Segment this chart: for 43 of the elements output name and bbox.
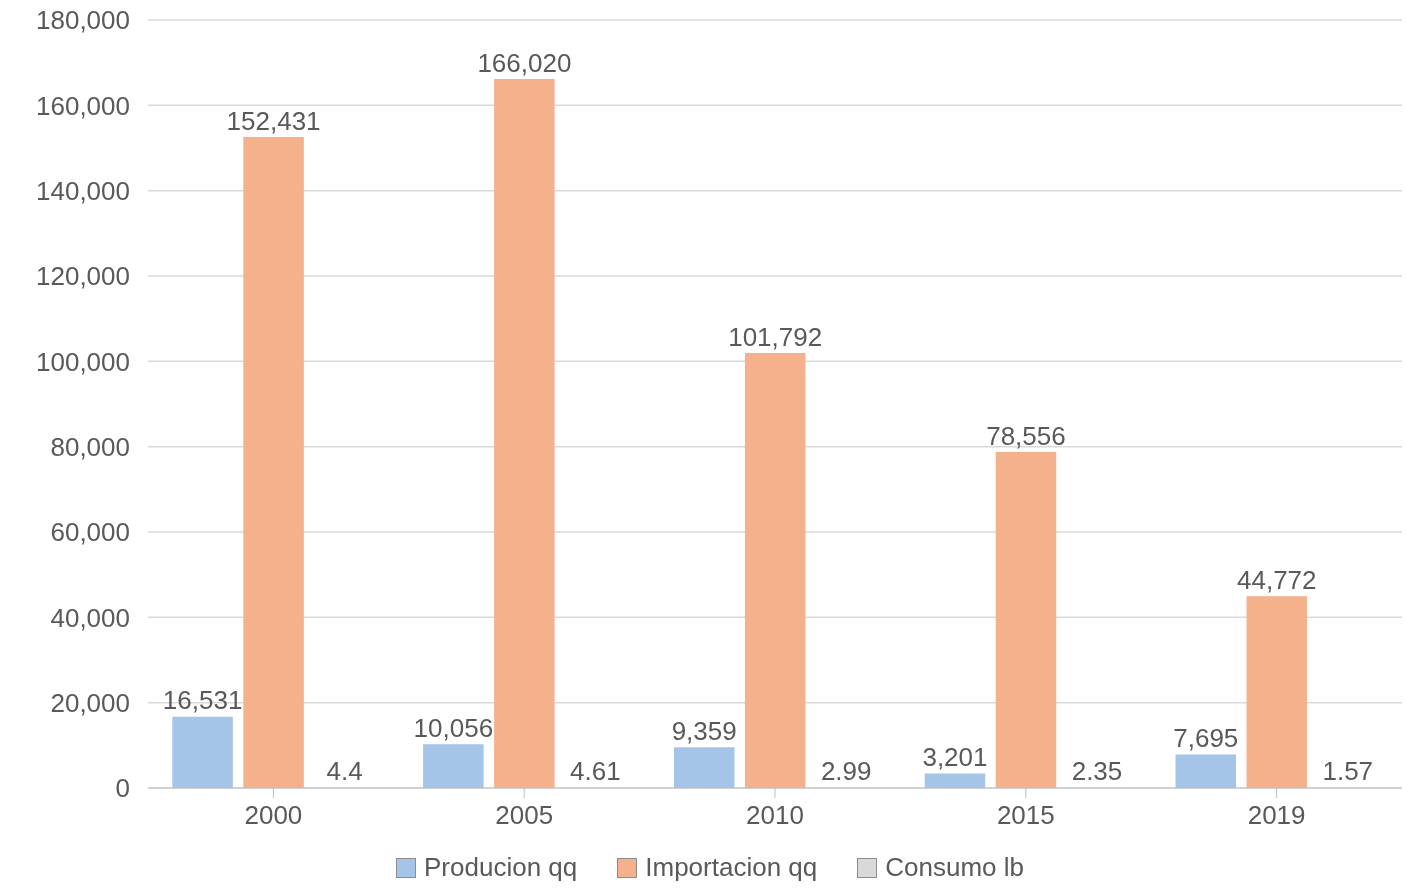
bar	[995, 452, 1057, 788]
x-tick-label: 2000	[244, 800, 303, 831]
y-tick-label: 120,000	[36, 261, 130, 292]
data-label: 10,056	[413, 713, 494, 744]
data-label: 2.99	[820, 755, 872, 786]
bar	[924, 773, 986, 788]
bar	[243, 136, 304, 788]
y-tick-label: 20,000	[50, 687, 130, 718]
data-label: 152,431	[226, 105, 321, 136]
data-label: 9,359	[671, 716, 737, 747]
x-tick-label: 2010	[746, 800, 804, 831]
y-tick-label: 160,000	[36, 90, 130, 121]
data-label: 1.57	[1322, 755, 1374, 786]
data-label: 166,020	[477, 47, 572, 78]
y-tick-label: 80,000	[50, 431, 130, 462]
data-label: 78,556	[986, 420, 1066, 451]
bar	[1246, 596, 1308, 788]
data-label: 4.4	[326, 755, 363, 786]
data-label: 3,201	[922, 742, 988, 773]
bar	[494, 78, 555, 788]
y-tick-label: 40,000	[50, 602, 130, 633]
bar	[744, 352, 806, 788]
bar	[673, 747, 735, 788]
x-tick-label: 2005	[495, 800, 554, 831]
data-label: 7,695	[1173, 723, 1239, 754]
y-tick-label: 180,000	[36, 5, 130, 36]
legend-label: Producion qq	[424, 852, 578, 883]
bar	[172, 716, 233, 788]
y-tick-label: 100,000	[36, 346, 130, 377]
y-tick-label: 60,000	[50, 517, 130, 548]
bar	[423, 744, 484, 788]
x-tick-label: 2019	[1247, 800, 1306, 831]
data-label: 4.61	[570, 755, 621, 786]
x-tick-label: 2015	[996, 800, 1055, 831]
legend-label: Importacion qq	[645, 852, 818, 883]
y-tick-label: 0	[115, 773, 130, 804]
bar	[1175, 754, 1237, 788]
data-label: 2.35	[1071, 755, 1123, 786]
data-label: 101,792	[728, 321, 823, 352]
y-tick-label: 140,000	[36, 175, 130, 206]
data-label: 16,531	[162, 685, 243, 716]
data-label: 44,772	[1237, 564, 1317, 595]
legend-label: Consumo lb	[885, 852, 1024, 883]
